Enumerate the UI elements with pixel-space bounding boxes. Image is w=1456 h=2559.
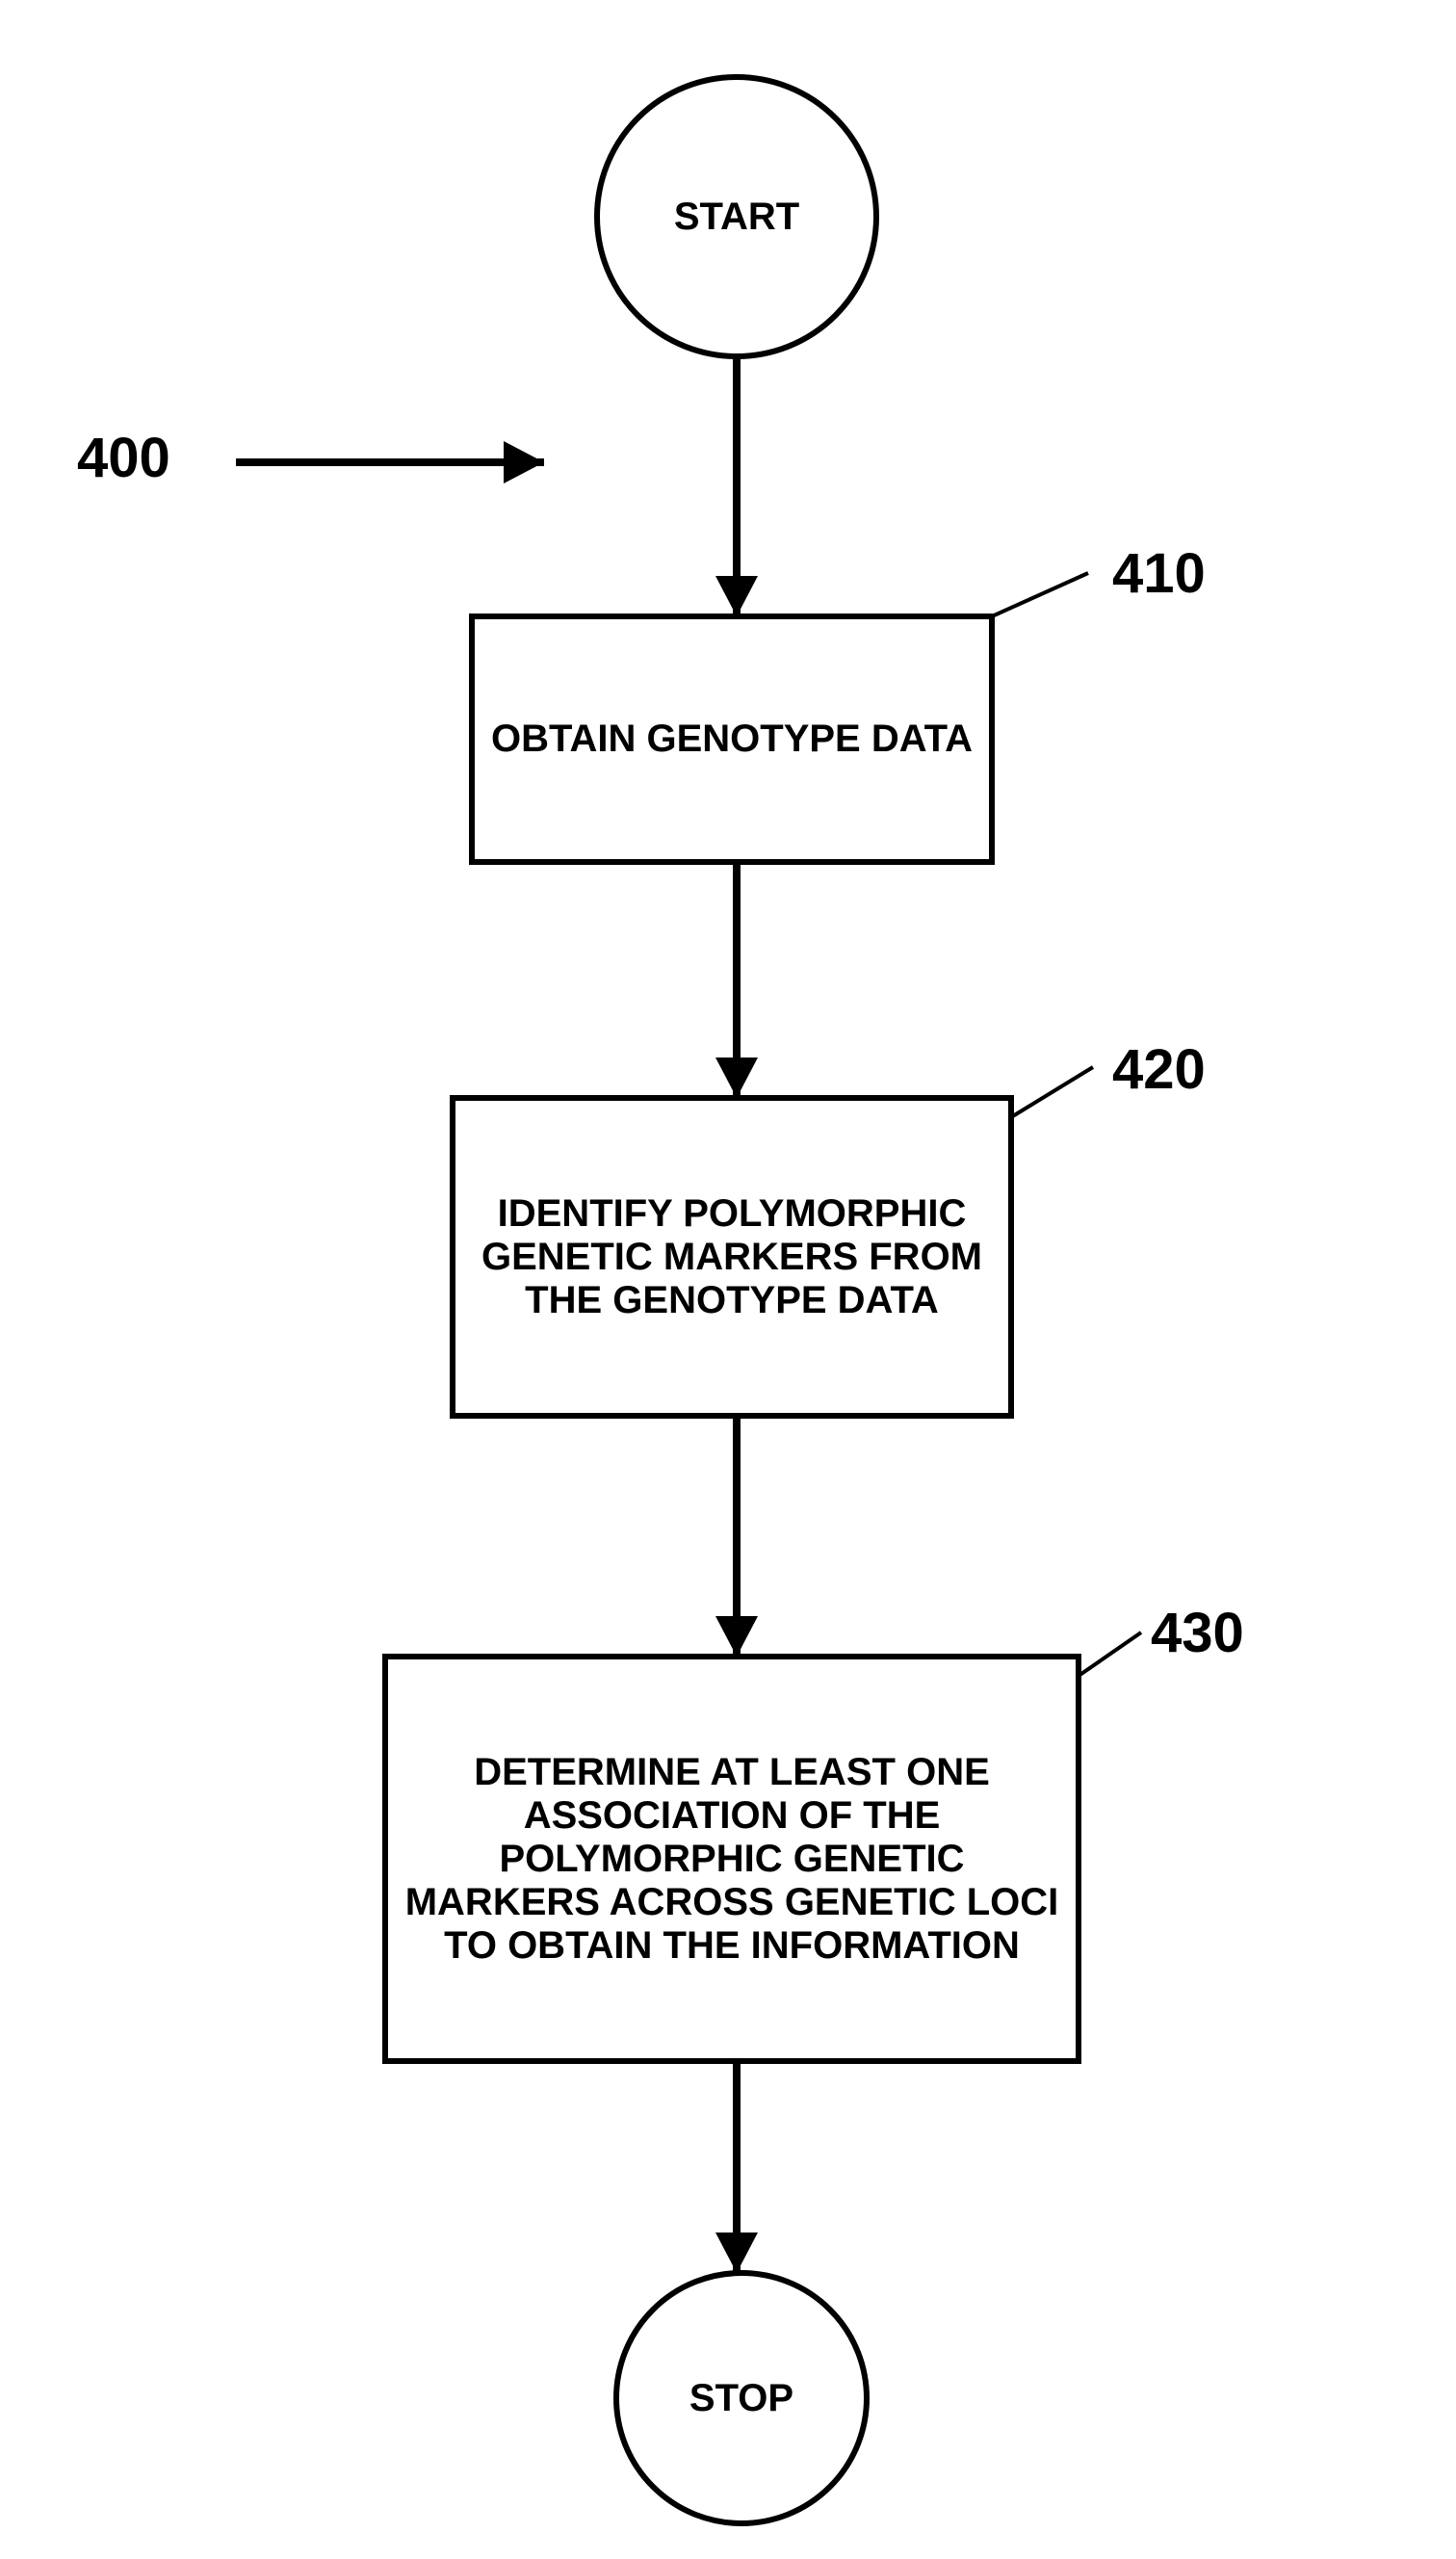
figure-label-400: 400 bbox=[77, 426, 170, 490]
node-step410: OBTAIN GENOTYPE DATA bbox=[472, 616, 992, 862]
callout-label-410: 410 bbox=[1112, 541, 1206, 606]
node-step430: DETERMINE AT LEAST ONE ASSOCIATION OF TH… bbox=[385, 1657, 1079, 2061]
flowchart-canvas: START OBTAIN GENOTYPE DATA IDENTIFY POLYMO… bbox=[0, 0, 1456, 2559]
node-start: START bbox=[597, 77, 876, 356]
callout-leader-410 bbox=[992, 573, 1088, 616]
callout-leader-430 bbox=[1079, 1632, 1141, 1676]
node-stop: STOP bbox=[616, 2273, 867, 2523]
node-step420: IDENTIFY POLYMORPHIC GENETIC MARKERS FRO… bbox=[453, 1098, 1011, 1416]
callout-label-430: 430 bbox=[1151, 1601, 1244, 1665]
callout-leader-420 bbox=[1011, 1067, 1093, 1117]
callout-label-420: 420 bbox=[1112, 1037, 1206, 1102]
